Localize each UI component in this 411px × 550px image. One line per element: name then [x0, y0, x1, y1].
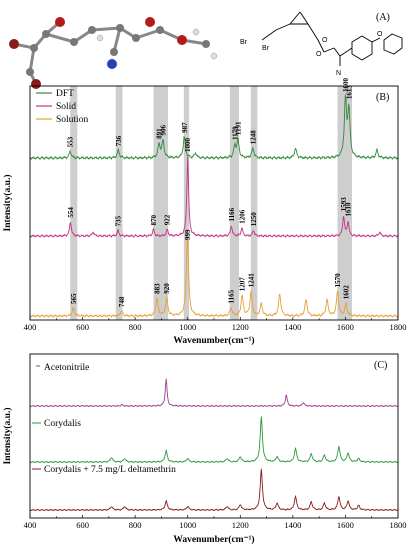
peak-label: 553 — [67, 136, 75, 147]
panel-c-label: (C) — [374, 360, 387, 371]
x-tick-label: 1200 — [232, 322, 249, 332]
peak-label: 1241 — [248, 273, 256, 288]
x-tick-label: 1200 — [232, 520, 249, 530]
peak-label: 1593 — [340, 197, 348, 212]
highlight-band — [70, 86, 78, 320]
structure-label-n: N — [336, 70, 341, 77]
series-solution — [29, 238, 399, 319]
legend-dft: DFT — [56, 89, 74, 99]
structure-label-o2: O — [322, 37, 328, 44]
peak-label: 1179 — [231, 126, 239, 140]
peak-label: 922 — [164, 214, 172, 225]
peak-label: 891 — [156, 128, 164, 139]
peak-label: 1613 — [345, 85, 353, 100]
spectra-b — [29, 94, 399, 319]
x-tick-label: 800 — [129, 322, 142, 332]
peak-label: 1191 — [234, 121, 242, 135]
x-tick-label: 600 — [76, 322, 89, 332]
highlight-bands — [70, 86, 352, 320]
x-tick-label: 1800 — [390, 520, 407, 530]
molecule-structure — [261, 11, 403, 66]
x-ticks-c: 400 600 800 1000 1200 1400 1600 1800 — [24, 515, 407, 530]
plot-frame-c — [29, 353, 399, 519]
highlight-band — [229, 86, 239, 320]
peak-label: 1000 — [184, 138, 192, 153]
peak-label: 554 — [67, 207, 75, 218]
highlight-band — [153, 86, 168, 320]
peak-label: 920 — [163, 283, 171, 294]
peak-label: 1570 — [334, 273, 342, 288]
series-corydalis — [29, 416, 399, 464]
molecule-3d-model — [9, 17, 218, 89]
peak-label: 999 — [184, 229, 192, 240]
peak-label: 1206 — [238, 209, 246, 224]
y-axis-label-c: Intensity(a.u.) — [2, 407, 13, 464]
x-tick-label: 1000 — [179, 322, 196, 332]
series-mixture — [29, 468, 399, 512]
structure-label-br2: Br — [262, 45, 270, 52]
legend-solid: Solid — [56, 102, 76, 112]
peak-label: 1207 — [239, 277, 247, 292]
label-mixture: Corydalis + 7.5 mg/L deltamethrin — [44, 465, 176, 475]
peak-label: 1250 — [250, 212, 258, 227]
x-axis-label-b: Wavenumber(cm⁻¹) — [173, 335, 254, 346]
x-tick-label: 1600 — [337, 520, 354, 530]
x-ticks-b: 400 600 800 1000 1200 1400 1600 1800 — [24, 317, 407, 332]
highlight-band — [250, 86, 258, 320]
highlight-band — [337, 86, 352, 320]
label-acetonitrile: Acetonitrile — [44, 363, 89, 373]
panel-a: (A) — [9, 11, 403, 89]
x-tick-label: 400 — [24, 322, 37, 332]
series-dft — [29, 94, 399, 161]
series-solid — [29, 156, 399, 239]
panel-c: 400 600 800 1000 1200 1400 1600 1800 (C) Aceton… — [2, 353, 407, 545]
peak-label: 736 — [115, 135, 123, 146]
peak-label: 1610 — [345, 202, 353, 217]
peak-label: 1602 — [343, 285, 351, 300]
x-tick-label: 1600 — [337, 322, 354, 332]
peak-label: 565 — [70, 293, 78, 304]
peak-label: 883 — [154, 283, 162, 294]
structure-label-o1: O — [316, 51, 322, 58]
peak-label: 748 — [118, 296, 126, 307]
legend-solution: Solution — [56, 115, 88, 125]
series-acetonitrile — [29, 378, 399, 408]
spectra-c — [29, 365, 399, 512]
peak-label: 1166 — [228, 207, 236, 221]
label-corydalis: Corydalis — [44, 419, 81, 429]
peak-label: 1165 — [228, 289, 236, 303]
x-tick-label: 800 — [129, 520, 142, 530]
peak-label: 735 — [115, 215, 123, 226]
peak-label: 1248 — [249, 130, 257, 145]
x-tick-label: 1400 — [284, 322, 301, 332]
x-tick-label: 1800 — [390, 322, 407, 332]
legend-b: DFT Solid Solution — [36, 89, 88, 125]
highlight-band — [115, 86, 123, 320]
y-axis-label-b: Intensity(a.u.) — [2, 174, 13, 231]
panel-a-label: (A) — [376, 12, 390, 23]
peak-label: 870 — [150, 215, 158, 226]
x-tick-label: 1400 — [284, 520, 301, 530]
x-axis-label-c: Wavenumber(cm⁻¹) — [173, 534, 254, 545]
peak-label: 987 — [181, 122, 189, 133]
panel-b-label: (B) — [376, 92, 389, 103]
x-tick-label: 600 — [76, 520, 89, 530]
structure-label-o3: O — [377, 31, 383, 38]
structure-label-br1: Br — [240, 39, 248, 46]
x-tick-label: 400 — [24, 520, 37, 530]
peak-label: 906 — [160, 125, 168, 136]
x-tick-label: 1000 — [179, 520, 196, 530]
peak-label: 1600 — [342, 78, 350, 93]
